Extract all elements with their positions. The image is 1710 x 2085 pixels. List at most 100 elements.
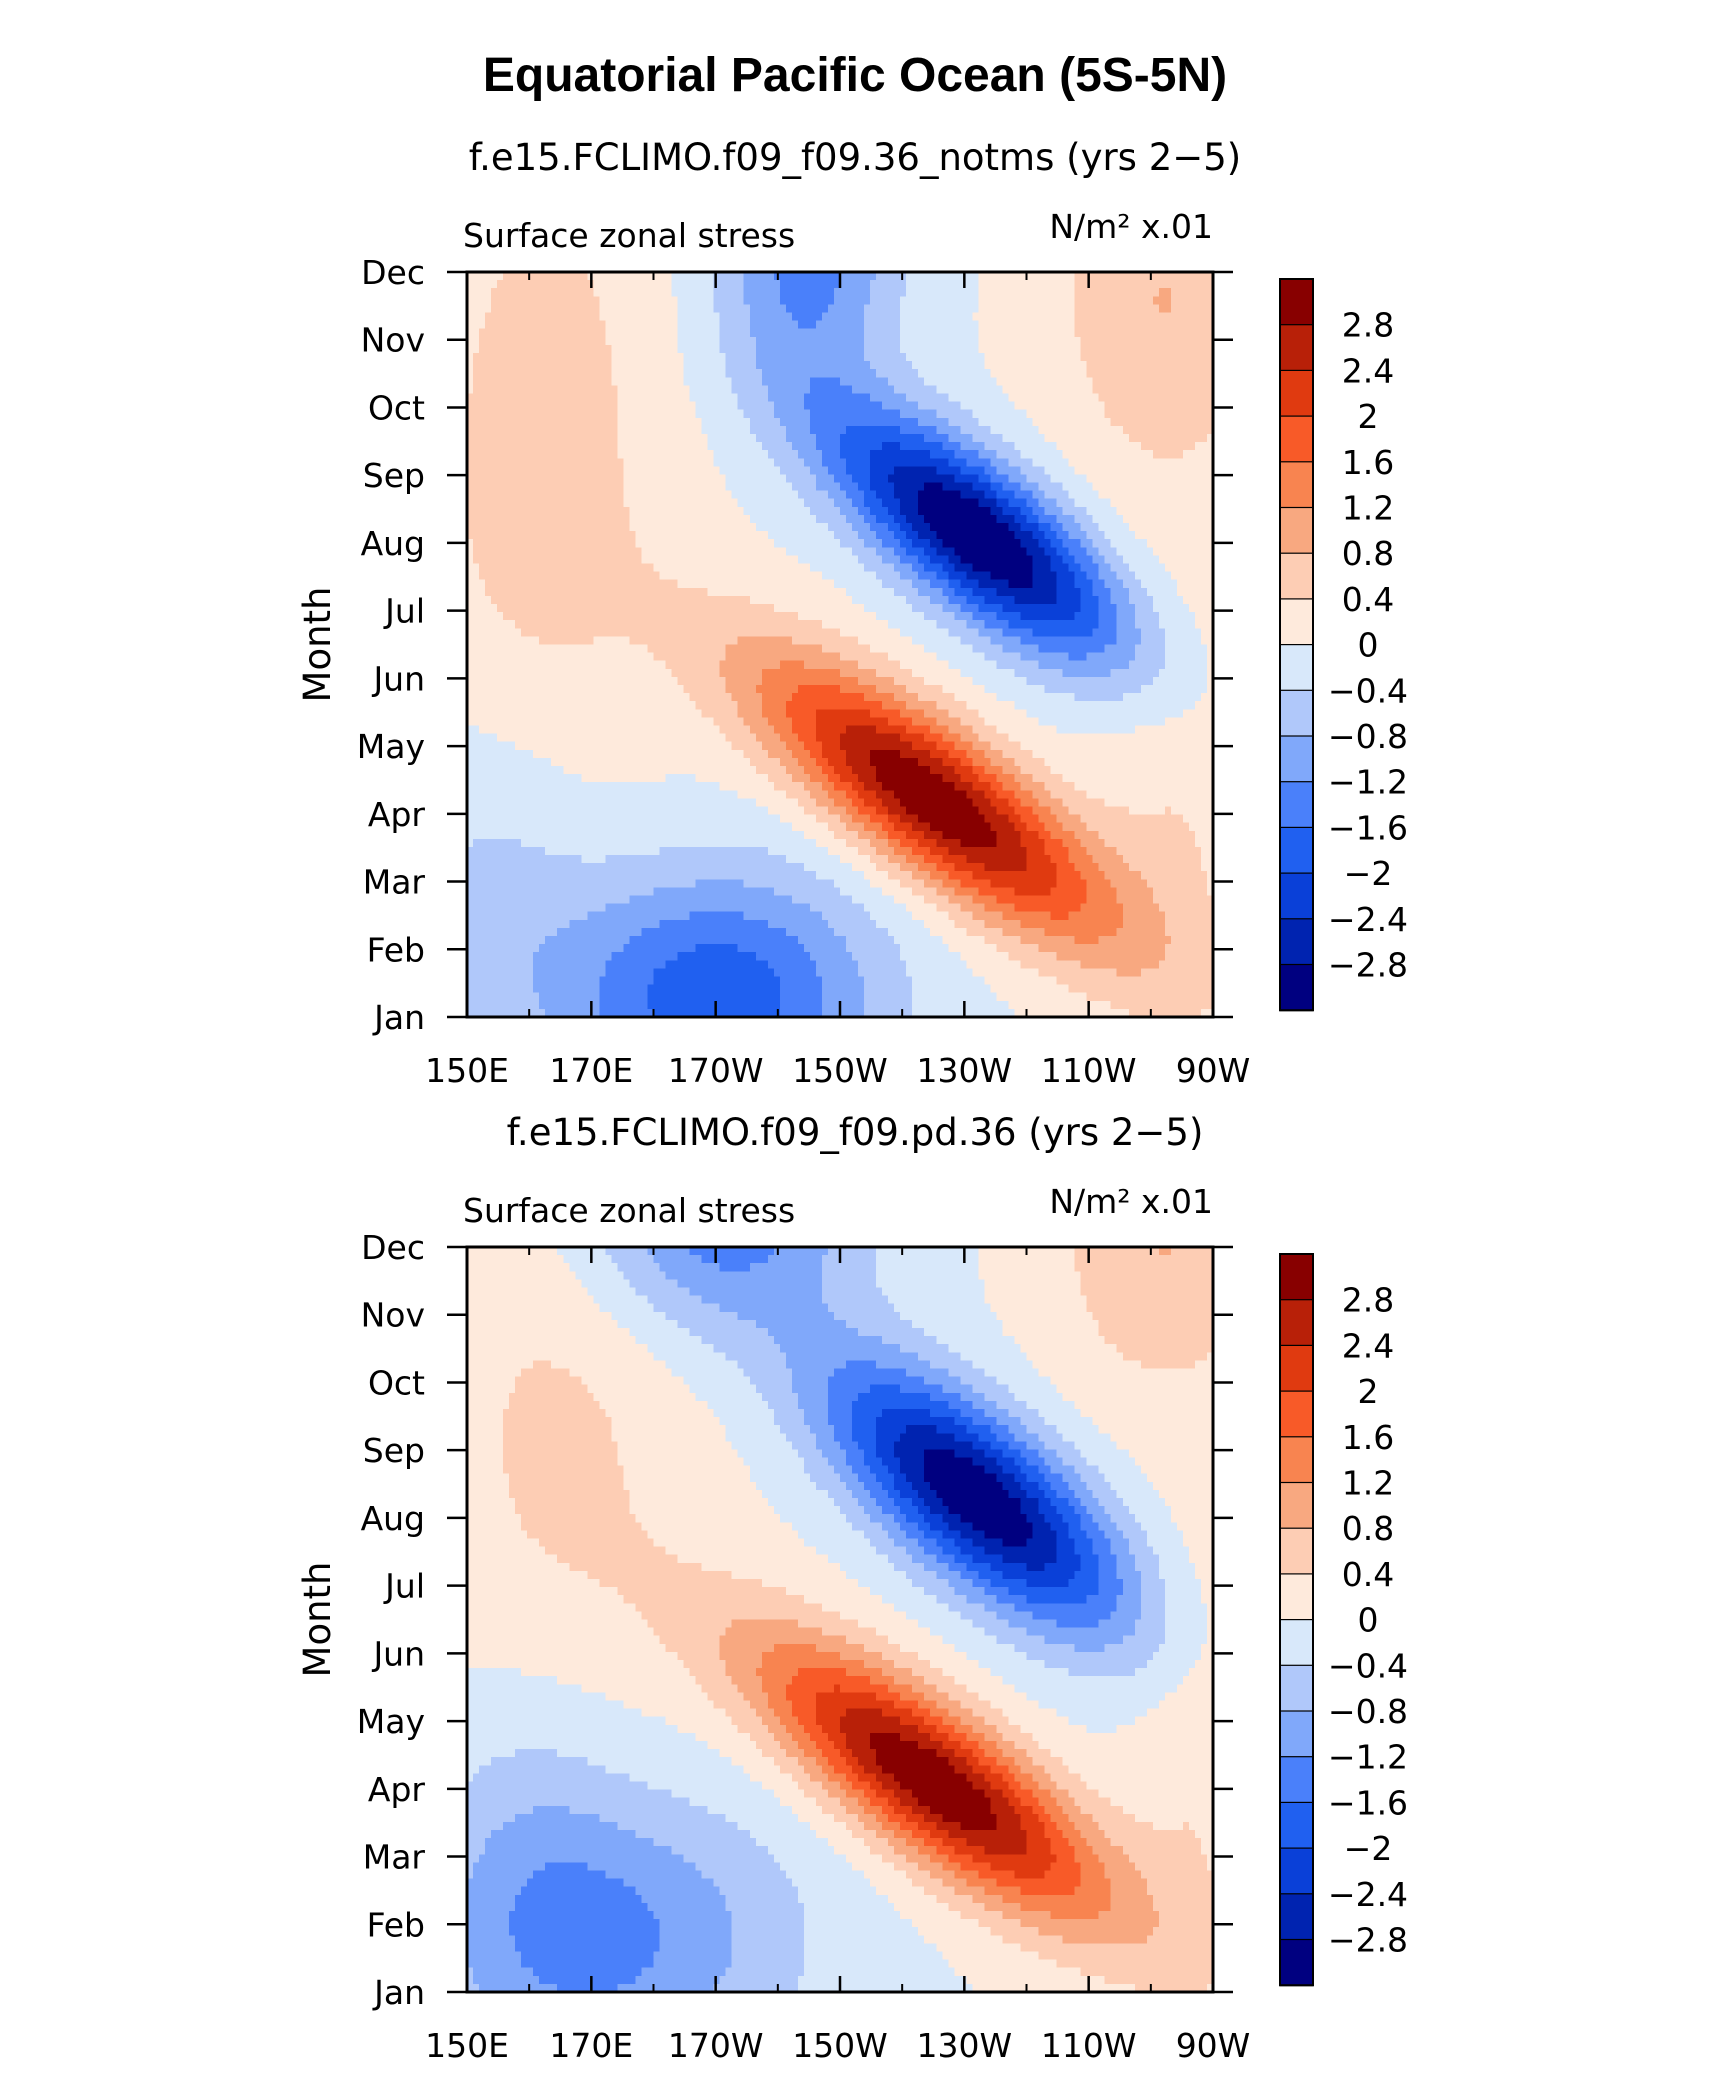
colorbar-label: 1.6 xyxy=(1342,1418,1394,1457)
x-tick-label: 150W xyxy=(792,2026,888,2065)
colorbar-label: 1.2 xyxy=(1342,489,1394,528)
colorbar-swatch xyxy=(1280,690,1313,736)
y-tick-label: Dec xyxy=(361,1228,425,1267)
figure-title: Equatorial Pacific Ocean (5S-5N) xyxy=(0,48,1710,103)
y-tick-label: Jun xyxy=(371,659,425,698)
y-tick-label: May xyxy=(357,1702,425,1741)
contour-panel-bottom: f.e15.FCLIMO.f09_f09.pd.36 (yrs 2−5) Surf… xyxy=(0,1105,1710,2085)
colorbar-label: 1.6 xyxy=(1342,443,1394,482)
colorbar-swatch xyxy=(1280,416,1313,462)
colorbar-swatch xyxy=(1280,1711,1313,1757)
contour-field xyxy=(467,1247,1214,1993)
y-axis-label: Month xyxy=(296,587,339,703)
x-tick-label: 150E xyxy=(425,1051,509,1090)
colorbar-swatch xyxy=(1280,1483,1313,1529)
colorbar-swatch xyxy=(1280,1665,1313,1711)
colorbar-label: −1.6 xyxy=(1328,1783,1408,1822)
colorbar-label: −2 xyxy=(1344,1829,1393,1868)
colorbar-label: 1.2 xyxy=(1342,1464,1394,1503)
panel-title: f.e15.FCLIMO.f09_f09.pd.36 (yrs 2−5) xyxy=(507,1111,1204,1154)
variable-label: Surface zonal stress xyxy=(463,1191,795,1230)
y-axis-label: Month xyxy=(296,1562,339,1678)
y-tick-label: Feb xyxy=(367,1905,425,1944)
x-tick-label: 170W xyxy=(668,2026,764,2065)
y-tick-label: Apr xyxy=(368,1770,426,1809)
colorbar-swatch xyxy=(1280,965,1313,1011)
colorbar-label: 0.8 xyxy=(1342,534,1394,573)
contour-panel-top: f.e15.FCLIMO.f09_f09.36_notms (yrs 2−5)S… xyxy=(0,130,1710,1110)
colorbar-swatch xyxy=(1280,782,1313,828)
y-tick-label: Sep xyxy=(363,456,425,495)
colorbar-swatch xyxy=(1280,1940,1313,1986)
colorbar-label: 0.8 xyxy=(1342,1509,1394,1548)
y-tick-label: Jul xyxy=(383,1567,425,1606)
colorbar-label: −0.8 xyxy=(1328,1692,1408,1731)
colorbar-label: −2 xyxy=(1344,854,1393,893)
y-tick-label: Sep xyxy=(363,1431,425,1470)
colorbar-swatch xyxy=(1280,1802,1313,1848)
units-label: N/m² x.01 xyxy=(1049,207,1213,246)
y-tick-label: Jun xyxy=(371,1634,425,1673)
colorbar-swatch xyxy=(1280,325,1313,371)
y-tick-label: Oct xyxy=(368,388,425,427)
colorbar-swatch xyxy=(1280,1528,1313,1574)
colorbar-label: 0.4 xyxy=(1342,580,1394,619)
colorbar-label: 0.4 xyxy=(1342,1555,1394,1594)
colorbar-swatch xyxy=(1280,508,1313,554)
colorbar-swatch xyxy=(1280,462,1313,508)
units-label: N/m² x.01 xyxy=(1049,1182,1213,1221)
colorbar-swatch xyxy=(1280,1757,1313,1803)
colorbar-swatch xyxy=(1280,1391,1313,1437)
colorbar-label: −2.4 xyxy=(1328,900,1408,939)
y-tick-label: Mar xyxy=(363,1838,426,1877)
colorbar-swatch xyxy=(1280,919,1313,965)
colorbar: 2.8 2.4 2 1.6 1.2 0.8 0.4 0 −0.4 −0.8 −1.2 −1.6 −2 −2… xyxy=(1280,279,1408,1011)
colorbar-label: 0 xyxy=(1358,1601,1379,1640)
x-tick-label: 110W xyxy=(1041,1051,1137,1090)
y-tick-label: Aug xyxy=(361,1499,425,1538)
y-tick-label: Feb xyxy=(367,930,425,969)
colorbar-label: −2.4 xyxy=(1328,1875,1408,1914)
colorbar-label: 2.4 xyxy=(1342,1326,1394,1365)
x-tick-label: 130W xyxy=(917,2026,1013,2065)
colorbar-label: −1.2 xyxy=(1328,763,1408,802)
x-tick-label: 110W xyxy=(1041,2026,1137,2065)
colorbar-swatch xyxy=(1280,1254,1313,1300)
colorbar-swatch xyxy=(1280,1300,1313,1346)
colorbar-label: 0 xyxy=(1358,626,1379,665)
x-tick-label: 170W xyxy=(668,1051,764,1090)
colorbar-swatch xyxy=(1280,1574,1313,1620)
x-tick-label: 130W xyxy=(917,1051,1013,1090)
contour-field xyxy=(467,272,1214,1018)
colorbar: 2.82.421.61.20.80.40−0.4−0.8−1.2−1.6−2−2… xyxy=(1280,1254,1408,1986)
x-tick-label: 170E xyxy=(549,1051,633,1090)
colorbar-label: −0.8 xyxy=(1328,717,1408,756)
colorbar-swatch xyxy=(1280,370,1313,416)
colorbar-swatch xyxy=(1280,1345,1313,1391)
colorbar-label: −2.8 xyxy=(1328,1921,1408,1960)
y-tick-label: Aug xyxy=(361,524,425,563)
colorbar-label: −0.4 xyxy=(1328,671,1408,710)
y-tick-label: May xyxy=(357,727,425,766)
colorbar-label: −1.2 xyxy=(1328,1738,1408,1777)
colorbar-label: 2 xyxy=(1358,397,1379,436)
colorbar-label: 2.8 xyxy=(1342,306,1394,345)
y-tick-label: Jan xyxy=(372,1973,425,2012)
y-tick-label: Nov xyxy=(361,1296,425,1335)
colorbar-label: −2.8 xyxy=(1328,946,1408,985)
y-tick-label: Jul xyxy=(383,592,425,631)
y-tick-label: Oct xyxy=(368,1363,425,1402)
y-tick-label: Mar xyxy=(363,863,426,902)
colorbar-label: −0.4 xyxy=(1328,1646,1408,1685)
colorbar-swatch xyxy=(1280,279,1313,325)
x-tick-label: 150W xyxy=(792,1051,888,1090)
colorbar-swatch xyxy=(1280,736,1313,782)
colorbar-label: −1.6 xyxy=(1328,808,1408,847)
colorbar-label: 2.4 xyxy=(1342,351,1394,390)
x-tick-label: 90W xyxy=(1176,2026,1251,2065)
variable-label: Surface zonal stress xyxy=(463,216,795,255)
colorbar-swatch xyxy=(1280,873,1313,919)
colorbar-swatch xyxy=(1280,1620,1313,1666)
colorbar-swatch xyxy=(1280,599,1313,645)
colorbar-label: 2 xyxy=(1358,1372,1379,1411)
